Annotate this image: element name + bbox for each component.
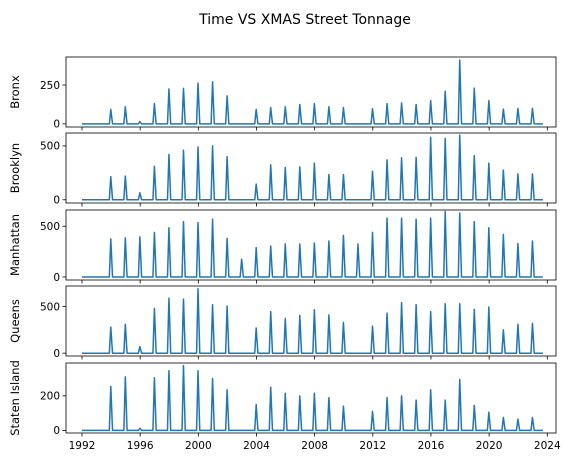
x-tick-label: 2020 [476, 440, 503, 452]
x-tick-label: 2024 [534, 440, 561, 452]
y-tick-label-bronx: 0 [53, 119, 60, 131]
series-line-brooklyn [82, 135, 543, 200]
y-tick-label-staten-island: 0 [53, 425, 60, 437]
y-tick-label-queens: 0 [53, 348, 60, 360]
x-tick-label: 2016 [418, 440, 445, 452]
y-axis-label-brooklyn: Brooklyn [8, 143, 22, 193]
series-line-bronx [82, 60, 543, 124]
x-tick-label: 2008 [301, 440, 328, 452]
x-tick-label: 2012 [359, 440, 386, 452]
y-axis-label-queens: Queens [8, 299, 22, 343]
series-line-queens [82, 289, 543, 353]
x-tick-label: 2004 [243, 440, 270, 452]
x-tick-label: 2000 [185, 440, 212, 452]
y-axis-label-manhattan: Manhattan [8, 214, 22, 276]
y-tick-label-staten-island: 200 [40, 391, 60, 403]
axes-frame-staten-island [66, 363, 556, 433]
y-tick-label-bronx: 250 [40, 80, 60, 92]
x-tick-label: 1996 [127, 440, 154, 452]
y-axis-label-bronx: Bronx [8, 75, 22, 109]
axes-frame-bronx [66, 57, 556, 127]
axes-frame-queens [66, 286, 556, 356]
y-tick-label-queens: 500 [40, 301, 60, 313]
series-line-staten-island [82, 366, 543, 431]
series-line-manhattan [82, 212, 543, 277]
y-axis-label-staten-island: Staten Island [8, 360, 22, 436]
y-tick-label-brooklyn: 500 [40, 141, 60, 153]
y-tick-label-manhattan: 500 [40, 221, 60, 233]
y-tick-label-brooklyn: 0 [53, 195, 60, 207]
y-tick-label-manhattan: 0 [53, 272, 60, 284]
figure-title: Time VS XMAS Street Tonnage [198, 12, 411, 28]
x-tick-label: 1992 [69, 440, 96, 452]
